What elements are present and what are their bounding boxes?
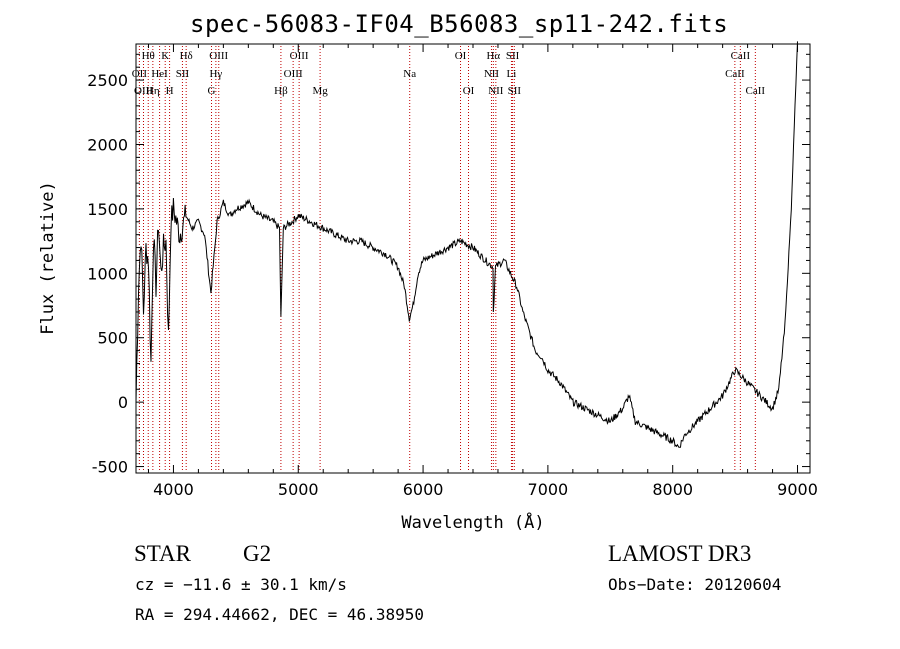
- spectral-line-label: Hδ: [180, 50, 193, 62]
- spectral-line-label: NII: [488, 85, 504, 97]
- spectrum-series-line: [135, 41, 798, 448]
- spectral-line-label: Hγ: [209, 68, 222, 80]
- observation-date: Obs−Date: 20120604: [608, 575, 782, 594]
- spectral-line-label: OII: [132, 68, 148, 80]
- spectral-line-label: Hβ: [274, 85, 288, 97]
- spectral-line-label: Na: [403, 68, 416, 80]
- spectral-line-label: OI: [463, 85, 475, 97]
- y-axis-label: Flux (relative): [38, 181, 58, 335]
- x-tick-label: 8000: [652, 480, 693, 499]
- x-tick-label: 7000: [528, 480, 569, 499]
- spectral-line-markers: [138, 46, 756, 471]
- y-tick-label: -500: [92, 458, 128, 477]
- spectral-line-label: OI: [455, 50, 467, 62]
- spectral-line-label: G: [208, 85, 216, 97]
- spectral-line-label: K: [161, 50, 169, 62]
- spectral-line-label: Hη: [146, 85, 160, 97]
- spectral-line-label: CaII: [725, 68, 745, 80]
- spectral-line-label: CaII: [731, 50, 751, 62]
- y-tick-label: 500: [97, 329, 128, 348]
- y-tick-label: 1000: [87, 264, 128, 283]
- line-id-labels: Hθ K Hδ OIII OIII OI Hα SII CaII OII HeI SII Hγ OIII N…: [132, 50, 766, 97]
- spectral-line-label: Li: [507, 68, 517, 80]
- y-tick-label: 0: [118, 393, 128, 412]
- y-tick-label: 2000: [87, 135, 128, 154]
- spectral-line-label: HeI: [151, 68, 168, 80]
- chart-title: spec-56083-IF04_B56083_sp11-242.fits: [190, 10, 729, 38]
- x-axis-label: Wavelength (Å): [401, 511, 544, 533]
- spectral-line-label: NII: [484, 68, 500, 80]
- spectral-line-label: OIII: [284, 68, 303, 80]
- x-tick-label: 5000: [278, 480, 319, 499]
- axis-ticks: 4000 5000 6000 7000 8000 9000 -500 0 500 1000 1500…: [87, 44, 818, 499]
- ra-dec-coordinates: RA = 294.44662, DEC = 46.38950: [135, 605, 424, 624]
- y-tick-label: 1500: [87, 200, 128, 219]
- object-subclass: G2: [243, 541, 272, 566]
- object-class: STAR: [134, 541, 191, 566]
- y-tick-label: 2500: [87, 71, 128, 90]
- spectral-line-label: OIII: [134, 85, 153, 97]
- spectral-line-label: Hθ: [142, 50, 155, 62]
- spectral-line-label: Hα: [486, 50, 500, 62]
- spectral-line-label: SII: [508, 85, 522, 97]
- redshift-velocity: cz = −11.6 ± 30.1 km/s: [135, 575, 347, 594]
- x-tick-label: 6000: [403, 480, 444, 499]
- spectral-line-label: OIII: [209, 50, 228, 62]
- x-tick-label: 4000: [153, 480, 194, 499]
- spectral-line-label: H: [166, 85, 174, 97]
- spectral-line-label: SII: [506, 50, 520, 62]
- x-tick-label: 9000: [777, 480, 818, 499]
- spectral-line-label: OIII: [290, 50, 309, 62]
- survey-name: LAMOST DR3: [608, 541, 752, 566]
- spectral-line-label: CaII: [746, 85, 766, 97]
- spectral-line-label: Mg: [312, 85, 328, 97]
- spectral-line-label: SII: [176, 68, 190, 80]
